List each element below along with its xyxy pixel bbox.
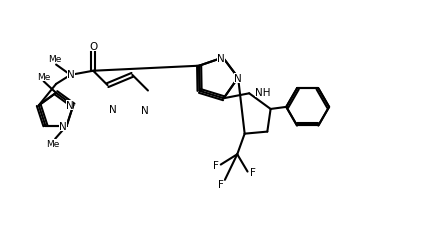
Text: N: N <box>59 121 67 131</box>
Text: Me: Me <box>37 72 51 81</box>
Text: N: N <box>217 53 225 63</box>
Text: N: N <box>141 105 149 115</box>
Text: N: N <box>234 73 242 83</box>
Text: Me: Me <box>46 140 60 149</box>
Text: F: F <box>218 179 224 189</box>
Text: N: N <box>67 69 75 79</box>
Text: N: N <box>109 104 116 114</box>
Text: Me: Me <box>48 55 61 64</box>
Text: O: O <box>89 42 97 52</box>
Text: F: F <box>213 161 219 171</box>
Text: F: F <box>250 168 256 178</box>
Text: NH: NH <box>255 87 270 97</box>
Text: N: N <box>66 101 73 111</box>
